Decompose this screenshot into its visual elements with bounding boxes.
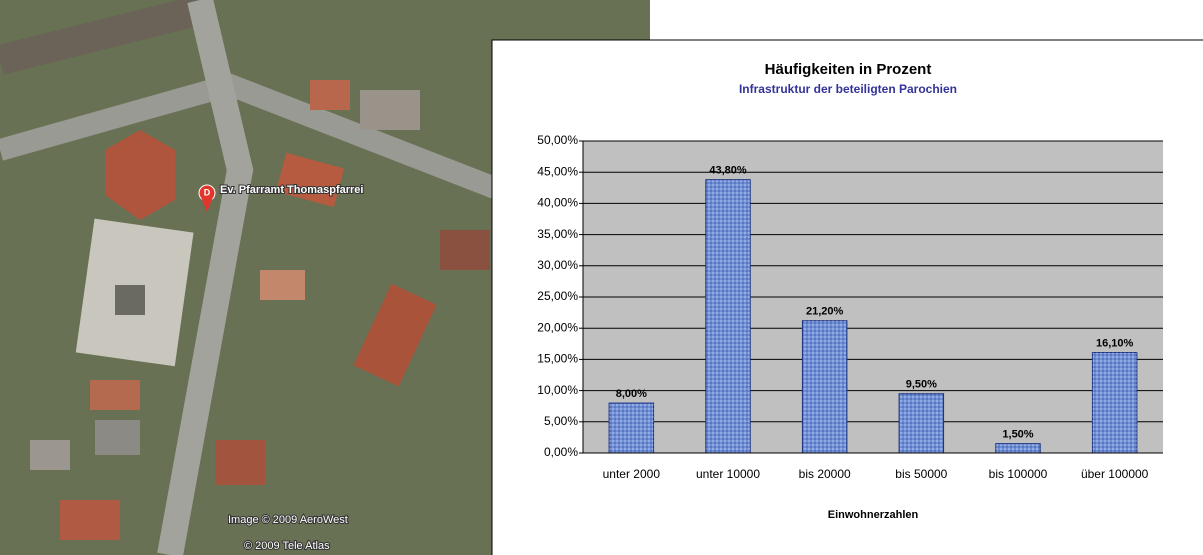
- map-place-label[interactable]: Ev. Pfarramt Thomaspfarrei: [219, 183, 364, 197]
- map-credit: © 2009 Tele Atlas: [244, 540, 330, 552]
- y-tick-label: 5,00%: [544, 414, 578, 428]
- y-tick-label: 50,00%: [537, 133, 578, 147]
- x-axis-title: Einwohnerzahlen: [828, 509, 919, 521]
- y-tick-label: 25,00%: [537, 289, 578, 303]
- chart-title: Häufigkeiten in Prozent: [765, 61, 932, 78]
- x-tick-label: unter 10000: [696, 467, 760, 481]
- bar-texture: [995, 443, 1041, 453]
- map-pin-letter[interactable]: D: [204, 187, 211, 197]
- bar-texture: [705, 179, 751, 454]
- value-label: 8,00%: [616, 388, 647, 400]
- y-tick-label: 15,00%: [537, 352, 578, 366]
- value-label: 16,10%: [1096, 337, 1134, 349]
- x-tick-label: bis 20000: [799, 467, 851, 481]
- y-tick-label: 0,00%: [544, 445, 578, 459]
- x-tick-label: unter 2000: [603, 467, 661, 481]
- y-tick-label: 10,00%: [537, 383, 578, 397]
- y-tick-label: 30,00%: [537, 258, 578, 272]
- bar-texture: [1092, 352, 1137, 453]
- y-tick-label: 35,00%: [537, 227, 578, 241]
- y-tick-label: 40,00%: [537, 196, 578, 210]
- x-tick-label: bis 100000: [989, 467, 1048, 481]
- x-tick-label: über 100000: [1081, 467, 1149, 481]
- map-credit: Image © 2009 AeroWest: [228, 514, 348, 526]
- value-label: 21,20%: [806, 306, 844, 318]
- y-tick-label: 45,00%: [537, 164, 578, 178]
- chart-subtitle: Infrastruktur der beteiligten Parochien: [739, 82, 957, 96]
- bar-texture: [609, 403, 654, 453]
- x-tick-label: bis 50000: [895, 467, 947, 481]
- bar-texture: [899, 393, 944, 453]
- bar-texture: [802, 320, 847, 453]
- value-label: 43,80%: [709, 165, 747, 177]
- value-label: 9,50%: [906, 379, 937, 391]
- y-tick-label: 20,00%: [537, 320, 578, 334]
- value-label: 1,50%: [1002, 429, 1033, 441]
